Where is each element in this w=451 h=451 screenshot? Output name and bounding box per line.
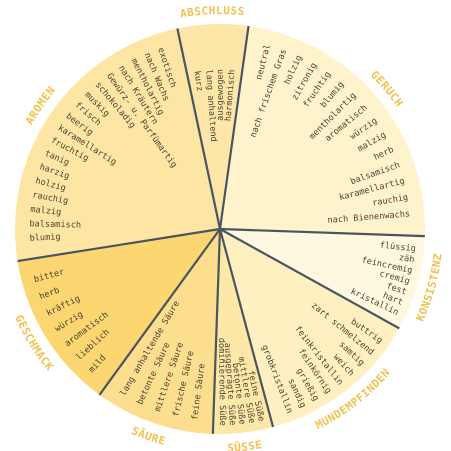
sector-divider bbox=[219, 228, 400, 330]
category-label-susse: SÜSSE bbox=[227, 438, 263, 451]
sector-divider bbox=[17, 227, 221, 263]
sector-divider bbox=[219, 227, 425, 238]
category-label-saure: SÄURE bbox=[130, 424, 167, 448]
sector-aromen bbox=[15, 28, 220, 262]
category-label-abschluss: ABSCHLUSS bbox=[179, 4, 246, 21]
wheel-dividers bbox=[17, 25, 425, 434]
descriptor-kurz: kurz bbox=[191, 70, 204, 92]
sector-geschmack bbox=[17, 229, 220, 395]
descriptor-dominierende-susse: dominierende Süße bbox=[216, 338, 227, 426]
sector-divider bbox=[218, 25, 250, 230]
descriptor-zah: zäh bbox=[398, 253, 415, 265]
sector-mundempfinden bbox=[220, 229, 400, 428]
sector-abschluss bbox=[177, 24, 249, 230]
sector-divider bbox=[98, 228, 221, 396]
descriptor-harmonisch: harmonisch bbox=[224, 69, 238, 121]
sector-susse bbox=[212, 229, 274, 434]
descriptor-ausgewogen: ausgewogen bbox=[216, 69, 226, 121]
sector-konsistenz bbox=[220, 229, 425, 329]
wheel-sectors bbox=[15, 24, 425, 434]
sector-divider bbox=[176, 28, 222, 230]
descriptor-blumig: blumig bbox=[29, 232, 60, 244]
descriptor-flussig: flüssig bbox=[379, 241, 416, 255]
descriptor-balsamisch: balsamisch bbox=[29, 219, 81, 230]
sector-geruch bbox=[220, 25, 425, 237]
sector-divider bbox=[218, 228, 275, 428]
sector-saure bbox=[99, 229, 220, 434]
sector-divider bbox=[211, 228, 222, 434]
descriptor-malzig: malzig bbox=[30, 205, 62, 218]
